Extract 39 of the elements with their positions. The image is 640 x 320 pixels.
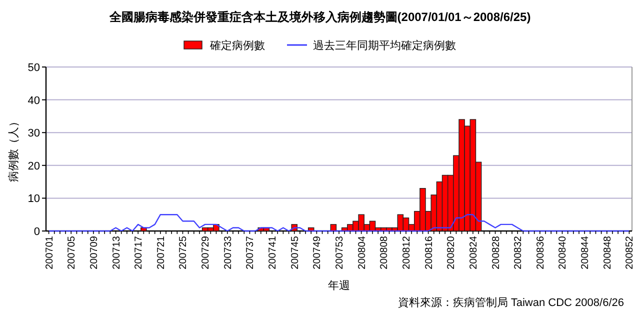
x-tick-label: 200820	[446, 236, 458, 270]
x-tick-label: 200745	[290, 236, 301, 270]
source-note: 資料來源：疾病管制局 Taiwan CDC 2008/6/26	[398, 296, 624, 309]
y-tick-label: 20	[28, 160, 40, 172]
y-tick-label: 10	[28, 193, 40, 206]
chart-title: 全國腸病毒感染併發重症含本土及境外移入病例趨勢圖(2007/01/01～2008/6/25)	[108, 10, 531, 24]
x-tick-label: 200844	[580, 236, 592, 270]
x-tick-label: 200848	[602, 236, 614, 270]
x-tick-label: 200701	[44, 236, 56, 270]
x-tick-label: 200725	[178, 236, 190, 270]
legend-label: 確定病例數	[209, 39, 265, 52]
x-tick-label: 200741	[268, 236, 279, 270]
x-tick-label: 200709	[88, 236, 100, 270]
y-tick-label: 50	[28, 62, 40, 74]
x-tick-label: 200705	[66, 236, 78, 270]
x-tick-label: 200832	[513, 236, 524, 270]
y-tick-label: 40	[28, 94, 40, 107]
x-tick-label: 200808	[379, 236, 390, 270]
x-tick-label: 200836	[535, 236, 546, 270]
x-tick-label: 200713	[111, 236, 122, 270]
x-tick-label: 200852	[624, 236, 636, 270]
x-tick-label: 200717	[134, 236, 145, 270]
x-tick-label: 200733	[222, 236, 234, 270]
x-tick-label: 200721	[156, 236, 167, 270]
y-tick-label: 30	[28, 128, 40, 140]
x-tick-label: 200804	[356, 236, 368, 270]
legend-label: 過去三年同期平均確定病例數	[313, 39, 456, 52]
x-tick-label: 200840	[558, 236, 569, 270]
x-tick-label: 200824	[468, 236, 480, 270]
x-tick-label: 200737	[245, 236, 256, 270]
x-tick-label: 200828	[490, 236, 502, 270]
x-tick-label: 200812	[401, 236, 412, 270]
y-tick-label: 0	[34, 226, 40, 238]
x-tick-label: 200729	[200, 236, 212, 270]
x-axis-title: 年週	[328, 280, 350, 292]
x-tick-label: 200816	[424, 236, 435, 270]
y-axis-title: 病例數（人）	[7, 116, 20, 182]
x-tick-label: 200749	[312, 236, 324, 270]
x-tick-label: 200753	[334, 236, 346, 270]
